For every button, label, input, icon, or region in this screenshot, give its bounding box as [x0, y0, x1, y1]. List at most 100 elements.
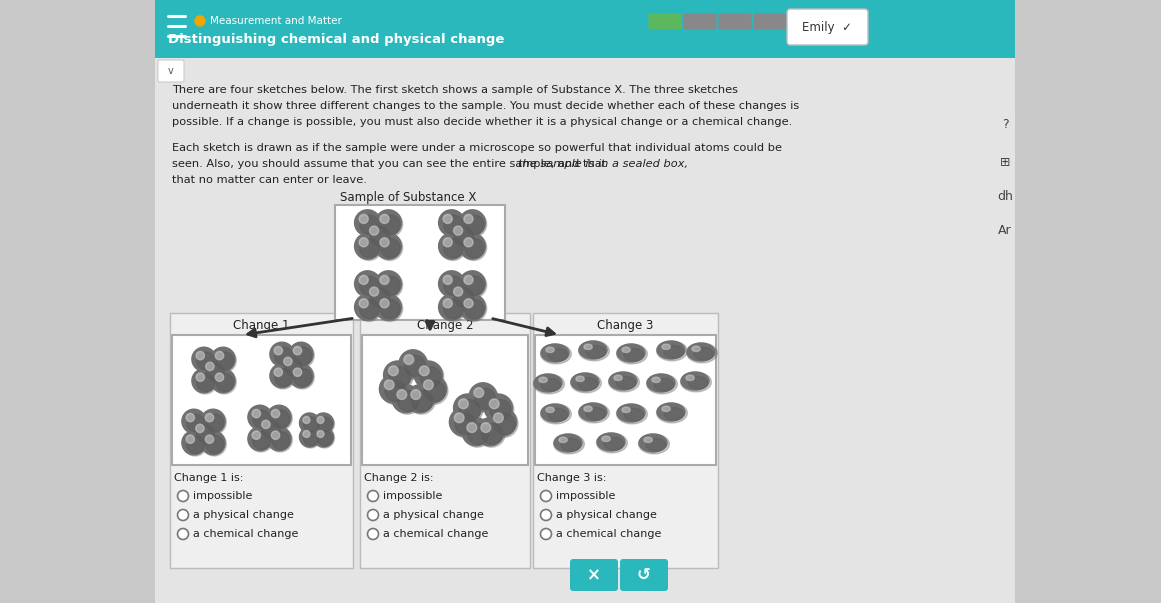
Ellipse shape: [604, 438, 623, 450]
Circle shape: [375, 271, 402, 297]
Circle shape: [250, 406, 273, 431]
Circle shape: [464, 276, 484, 295]
Circle shape: [464, 214, 473, 224]
Circle shape: [493, 413, 504, 423]
Text: underneath it show three different changes to the sample. You must decide whethe: underneath it show three different chang…: [172, 101, 799, 111]
Circle shape: [419, 366, 430, 376]
Circle shape: [411, 390, 420, 400]
Circle shape: [380, 238, 389, 247]
Circle shape: [444, 238, 463, 258]
Circle shape: [464, 238, 473, 247]
Circle shape: [461, 295, 486, 321]
Ellipse shape: [541, 344, 571, 364]
Circle shape: [294, 368, 312, 387]
Circle shape: [359, 298, 368, 308]
FancyBboxPatch shape: [684, 13, 716, 30]
Circle shape: [195, 16, 205, 26]
Circle shape: [475, 388, 496, 409]
Circle shape: [300, 413, 319, 433]
Circle shape: [300, 427, 319, 447]
Circle shape: [359, 238, 368, 247]
Circle shape: [289, 364, 313, 388]
Circle shape: [408, 386, 435, 414]
Circle shape: [481, 423, 491, 432]
Circle shape: [211, 369, 235, 393]
Circle shape: [317, 431, 324, 438]
Circle shape: [183, 432, 207, 456]
Circle shape: [192, 420, 216, 444]
Ellipse shape: [584, 406, 592, 412]
Circle shape: [420, 376, 448, 405]
Circle shape: [261, 420, 271, 429]
Circle shape: [196, 425, 215, 443]
Ellipse shape: [586, 408, 606, 420]
Circle shape: [381, 376, 409, 405]
Circle shape: [356, 235, 382, 260]
Circle shape: [449, 408, 477, 436]
FancyBboxPatch shape: [649, 13, 682, 30]
Bar: [172, 335, 351, 465]
Ellipse shape: [576, 376, 584, 382]
Circle shape: [464, 276, 473, 285]
Circle shape: [186, 435, 195, 443]
Circle shape: [440, 272, 466, 298]
Ellipse shape: [570, 373, 601, 393]
Circle shape: [464, 298, 473, 308]
Circle shape: [404, 355, 413, 364]
Circle shape: [383, 361, 412, 389]
Circle shape: [444, 276, 453, 285]
Text: Change 1 is:: Change 1 is:: [174, 473, 244, 483]
Ellipse shape: [610, 372, 637, 390]
Circle shape: [440, 295, 466, 321]
Circle shape: [489, 408, 517, 436]
Bar: [535, 335, 716, 465]
FancyBboxPatch shape: [570, 559, 618, 591]
Circle shape: [370, 288, 390, 307]
Circle shape: [376, 235, 403, 260]
Text: a physical change: a physical change: [556, 510, 657, 520]
Text: Sample of Substance X: Sample of Substance X: [340, 191, 476, 204]
Circle shape: [463, 419, 491, 447]
Ellipse shape: [657, 341, 685, 359]
Circle shape: [178, 528, 188, 540]
Text: Change 2: Change 2: [417, 318, 474, 332]
Text: Change 1: Change 1: [233, 318, 290, 332]
Ellipse shape: [664, 346, 684, 358]
Ellipse shape: [657, 341, 687, 361]
Ellipse shape: [534, 374, 562, 392]
Circle shape: [440, 211, 466, 237]
Circle shape: [384, 380, 394, 390]
Circle shape: [290, 365, 315, 389]
Ellipse shape: [548, 349, 568, 361]
Ellipse shape: [686, 343, 717, 363]
Circle shape: [367, 284, 392, 310]
Circle shape: [294, 368, 302, 376]
Circle shape: [439, 294, 464, 320]
Circle shape: [444, 300, 463, 319]
Ellipse shape: [680, 372, 712, 392]
Circle shape: [490, 409, 518, 437]
Circle shape: [419, 375, 447, 403]
Circle shape: [207, 363, 224, 381]
Ellipse shape: [546, 347, 554, 353]
Ellipse shape: [647, 374, 675, 392]
Bar: [156, 58, 1015, 603]
Text: Each sketch is drawn as if the sample were under a microscope so powerful that i: Each sketch is drawn as if the sample we…: [172, 143, 783, 153]
Circle shape: [192, 347, 216, 371]
Circle shape: [424, 380, 445, 402]
Circle shape: [186, 414, 195, 422]
Circle shape: [365, 282, 391, 309]
Circle shape: [399, 350, 427, 378]
Circle shape: [317, 431, 332, 446]
Circle shape: [303, 431, 310, 438]
Circle shape: [196, 352, 204, 360]
Circle shape: [274, 368, 282, 376]
Circle shape: [253, 410, 271, 428]
Circle shape: [215, 373, 224, 382]
Text: There are four sketches below. The first sketch shows a sample of Substance X. T: There are four sketches below. The first…: [172, 85, 738, 95]
Circle shape: [248, 427, 272, 451]
Circle shape: [470, 384, 498, 412]
Text: ⊞: ⊞: [1000, 157, 1010, 169]
Ellipse shape: [578, 341, 610, 361]
Circle shape: [450, 284, 476, 310]
